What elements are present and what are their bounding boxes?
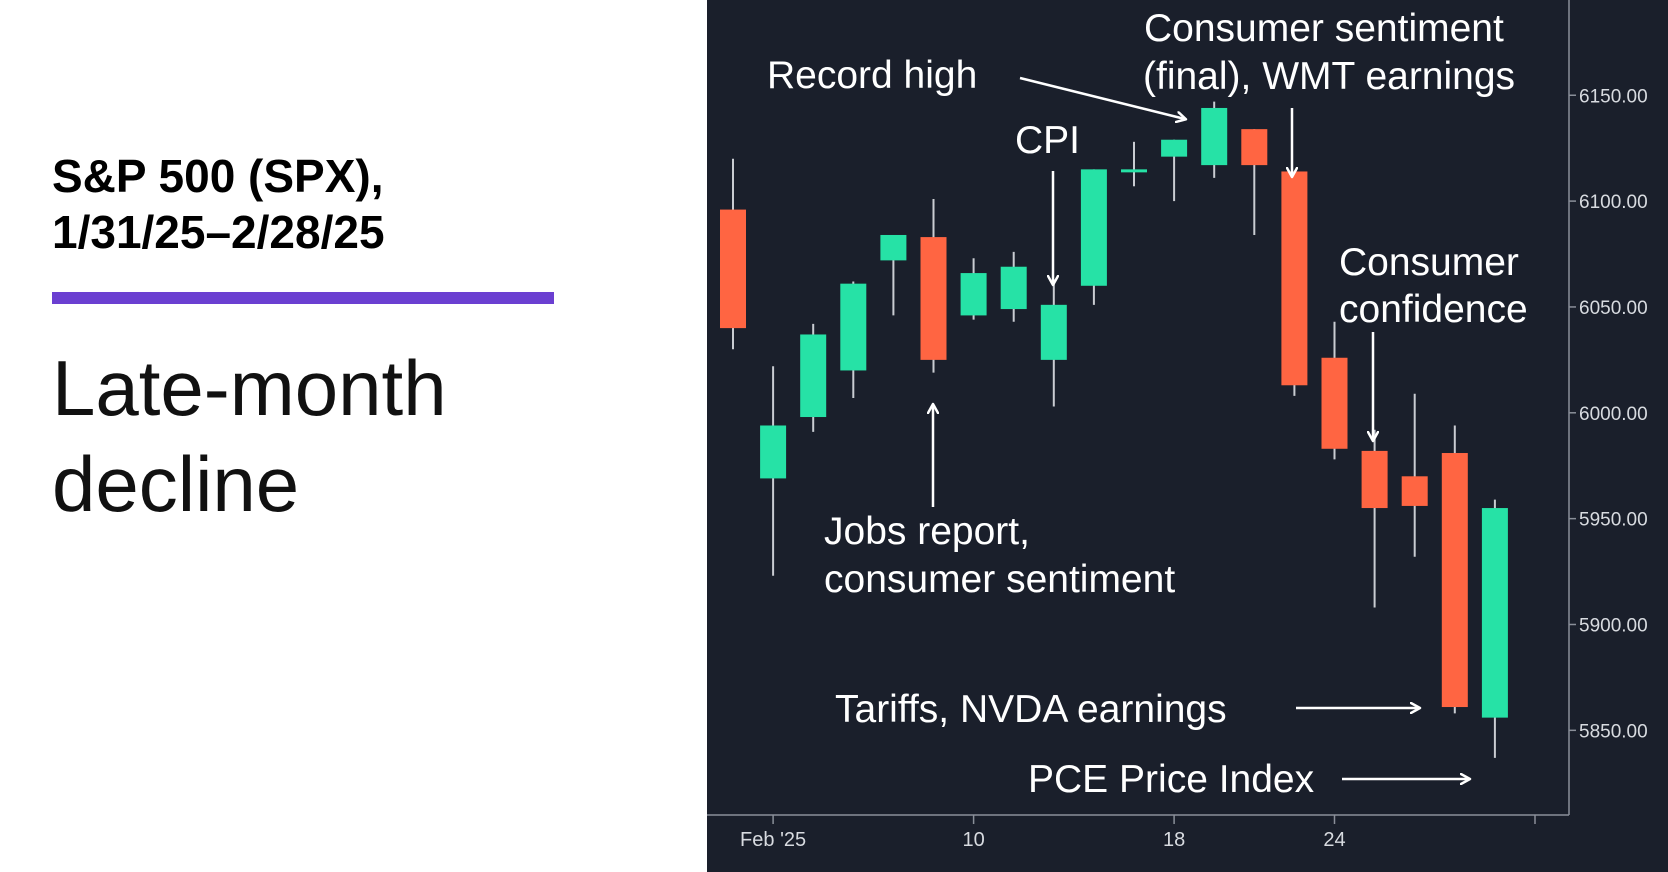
candle	[880, 234, 907, 316]
annotation-record: Record high	[767, 54, 977, 97]
x-tick-label: 10	[962, 829, 984, 851]
annotation-jobs1: Jobs report,	[824, 510, 1030, 553]
info-panel: S&P 500 (SPX), 1/31/25–2/28/25 Late-mont…	[0, 0, 660, 872]
y-tick-label: 6050.00	[1579, 298, 1648, 319]
candle-body	[880, 234, 907, 261]
candle-body	[1241, 129, 1268, 166]
y-tick-label: 5950.00	[1579, 510, 1648, 531]
candle-body	[1441, 453, 1468, 708]
annotation-sent2: (final), WMT earnings	[1143, 55, 1515, 98]
candle-body	[720, 209, 746, 329]
axes-layer: 5850.00 5900.00 5950.00 6000.00 6050.00 6100.…	[707, 0, 1648, 851]
candle-body	[920, 237, 947, 360]
candle	[1121, 141, 1147, 187]
x-tick-label: 24	[1323, 829, 1345, 851]
candle	[1361, 429, 1388, 608]
candle-body	[1321, 357, 1348, 449]
candle	[1281, 171, 1308, 396]
candle	[840, 281, 867, 398]
chart-title: S&P 500 (SPX), 1/31/25–2/28/25	[52, 150, 385, 258]
candle	[760, 366, 787, 576]
candle-body	[1281, 171, 1308, 386]
annotation-pce: PCE Price Index	[1028, 758, 1315, 801]
candle-body	[1040, 304, 1067, 360]
candle-body	[1121, 169, 1147, 173]
candles-layer	[720, 101, 1508, 758]
candle-body	[1361, 450, 1388, 509]
candle	[1241, 129, 1268, 235]
candle-body	[800, 334, 827, 418]
candle	[1481, 499, 1508, 758]
annotation-tariffs: Tariffs, NVDA earnings	[835, 688, 1227, 731]
y-tick-label: 5850.00	[1579, 721, 1648, 742]
candle-body	[840, 283, 867, 371]
annotation-arrow	[1019, 76, 1185, 119]
y-tick-label: 5900.00	[1579, 615, 1648, 636]
candlestick-chart: 5850.00 5900.00 5950.00 6000.00 6050.00 6100.…	[707, 0, 1668, 872]
candle-body	[760, 425, 787, 479]
annotation-jobs2: consumer sentiment	[824, 558, 1175, 601]
candle	[1401, 393, 1428, 557]
chart-background	[707, 0, 1668, 872]
candle	[1000, 251, 1027, 322]
candle-body	[1161, 139, 1188, 157]
candle-body	[1401, 476, 1428, 506]
y-tick-label: 6000.00	[1579, 404, 1648, 425]
y-tick-label: 6100.00	[1579, 192, 1648, 213]
candle	[1080, 169, 1107, 305]
accent-bar	[52, 292, 554, 304]
candle	[800, 323, 827, 432]
annotation-cpi: CPI	[1015, 119, 1080, 162]
annotations-layer: Record high CPI Consumer sentiment (final),…	[767, 7, 1528, 801]
candle	[960, 258, 987, 320]
subtitle-line-1: Late-month	[52, 344, 447, 432]
candle	[1040, 279, 1067, 407]
annotation-conf2: confidence	[1339, 288, 1528, 331]
x-tick-label: 18	[1163, 829, 1185, 851]
candle-body	[960, 273, 987, 316]
candle-body	[1201, 107, 1228, 166]
candle	[1161, 139, 1188, 202]
x-tick-label: Feb '25	[740, 829, 806, 851]
y-tick-label: 6150.00	[1579, 86, 1648, 107]
candle	[720, 158, 746, 350]
chart-subtitle: Late-month decline	[52, 340, 447, 532]
candle-body	[1481, 508, 1508, 718]
annotation-sent1: Consumer sentiment	[1144, 7, 1504, 50]
annotation-conf1: Consumer	[1339, 241, 1519, 284]
candle-body	[1000, 266, 1027, 310]
candle-body	[1080, 169, 1107, 286]
candle	[1201, 101, 1228, 178]
subtitle-line-2: decline	[52, 440, 300, 528]
candle	[920, 198, 947, 373]
candle	[1441, 425, 1468, 714]
candle	[1321, 321, 1348, 460]
